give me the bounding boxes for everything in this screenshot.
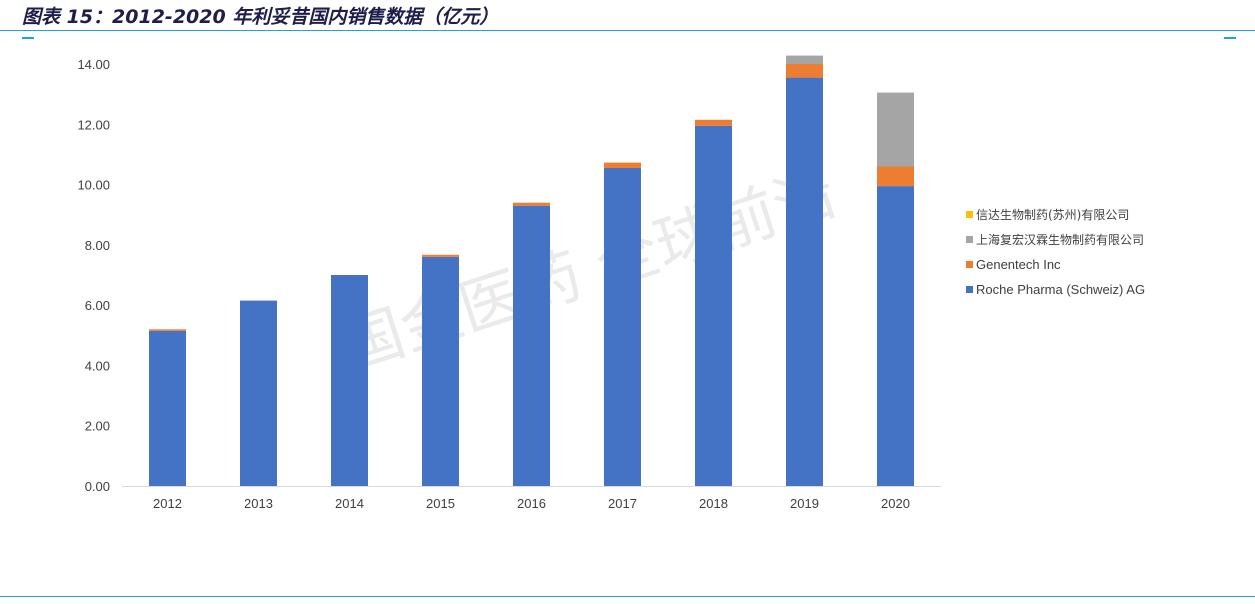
bar-segment: [786, 77, 823, 486]
bar-segment: [786, 64, 823, 78]
bar-segment: [331, 275, 368, 486]
y-axis: 0.00 2.00 4.00 6.00 8.00 10.00 12.00 14.00: [77, 57, 110, 494]
watermark: 国金医药 全球前沿: [332, 155, 845, 384]
x-tick-label: 2018: [699, 496, 728, 511]
bar-segment: [604, 168, 641, 486]
bar-segment: [513, 205, 550, 486]
x-tick-label: 2013: [244, 496, 273, 511]
bar-segment: [422, 256, 459, 486]
x-axis: 2012 2013 2014 2015 2016 2017 2018 2019 2020: [122, 486, 941, 511]
bar-segment: [149, 329, 186, 331]
bar-segment: [240, 300, 277, 486]
x-tick-label: 2019: [790, 496, 819, 511]
x-tick-label: 2020: [881, 496, 910, 511]
bar-segment: [877, 166, 914, 187]
header-divider: [0, 30, 1255, 31]
y-tick-label: 8.00: [85, 238, 110, 253]
footer-divider: [0, 596, 1255, 597]
x-tick-label: 2016: [517, 496, 546, 511]
x-tick-label: 2015: [426, 496, 455, 511]
x-tick-label: 2012: [153, 496, 182, 511]
y-tick-label: 0.00: [85, 479, 110, 494]
header-accent-left: [22, 37, 34, 39]
bar-segment: [877, 186, 914, 486]
legend-label: 上海复宏汉霖生物制药有限公司: [976, 232, 1144, 247]
legend-swatch: [966, 261, 973, 268]
legend-swatch: [966, 236, 973, 243]
bar-segment: [877, 92, 914, 167]
bars: [149, 55, 914, 487]
bar-segment: [149, 330, 186, 486]
x-tick-label: 2017: [608, 496, 637, 511]
legend-label: 信达生物制药(苏州)有限公司: [976, 208, 1129, 222]
legend-swatch: [966, 286, 973, 293]
y-tick-label: 2.00: [85, 419, 110, 434]
bar-segment: [422, 254, 459, 257]
bar-segment: [604, 162, 641, 168]
y-tick-label: 6.00: [85, 298, 110, 313]
bar-segment: [695, 119, 732, 126]
y-tick-label: 10.00: [77, 178, 110, 193]
y-tick-label: 14.00: [77, 57, 110, 72]
legend-label: Roche Pharma (Schweiz) AG: [976, 282, 1145, 297]
watermark-text: 国金医药 全球前沿: [332, 155, 845, 384]
header-accent-right: [1224, 37, 1236, 39]
legend-swatch: [966, 211, 973, 218]
bar-segment: [513, 202, 550, 206]
x-tick-label: 2014: [335, 496, 364, 511]
y-tick-label: 4.00: [85, 358, 110, 373]
legend-label: Genentech Inc: [976, 257, 1061, 272]
bar-segment: [786, 55, 823, 64]
y-tick-label: 12.00: [77, 117, 110, 132]
chart-title: 图表 15：2012-2020 年利妥昔国内销售数据（亿元）: [22, 6, 499, 28]
bar-segment: [695, 125, 732, 487]
